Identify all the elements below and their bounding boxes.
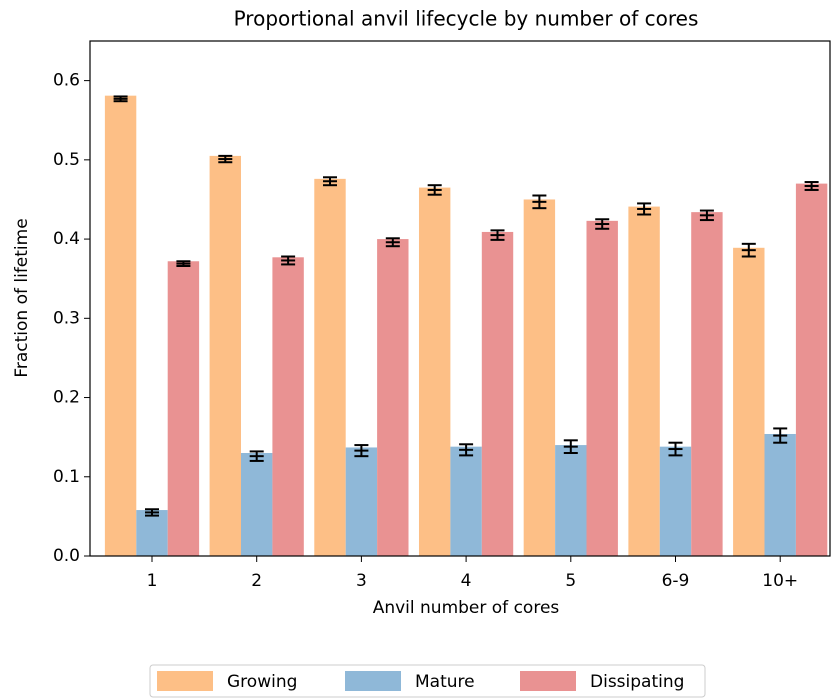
error-bar (563, 439, 578, 454)
bar (418, 187, 451, 557)
bar (136, 510, 168, 556)
chart-title: Proportional anvil lifecycle by number o… (234, 7, 699, 31)
error-bar (385, 237, 400, 248)
error-bar (459, 443, 474, 457)
error-bar (490, 229, 505, 241)
y-tick-label: 0.4 (53, 229, 80, 249)
error-bar (595, 218, 610, 230)
bar (104, 95, 137, 557)
bar (209, 155, 241, 556)
error-bar (176, 260, 191, 268)
x-axis-label: Anvil number of cores (373, 598, 560, 618)
error-bar (741, 242, 756, 258)
error-bar (322, 176, 337, 187)
bar (345, 447, 378, 556)
bar (272, 257, 304, 556)
error-bar (532, 194, 547, 210)
y-tick-label: 0.3 (53, 308, 80, 328)
y-tick-label: 0.0 (53, 546, 80, 566)
x-tick-label: 6-9 (662, 571, 690, 591)
y-tick-label: 0.1 (53, 467, 80, 487)
bar (523, 199, 556, 556)
legend-swatch (345, 671, 401, 691)
y-axis-label: Fraction of lifetime (12, 218, 32, 377)
legend-label: Mature (415, 672, 475, 692)
bar (733, 247, 765, 557)
error-bar (668, 441, 683, 457)
y-tick-label: 0.2 (53, 388, 80, 408)
error-bar (354, 444, 369, 458)
plot-frame (89, 40, 831, 557)
legend-label: Growing (227, 672, 297, 692)
y-tick-label: 0.6 (53, 71, 80, 91)
bar (628, 206, 660, 557)
bar (167, 261, 200, 556)
error-bar (218, 154, 233, 164)
legend-swatch (157, 671, 213, 691)
error-bar (773, 427, 788, 444)
bar (586, 220, 618, 556)
legend-swatch (520, 671, 576, 691)
bar (481, 231, 514, 556)
y-tick-label: 0.5 (53, 150, 80, 170)
bar (450, 446, 482, 556)
x-tick-label: 10+ (762, 571, 798, 591)
x-tick-label: 4 (461, 571, 472, 591)
x-tick-label: 1 (147, 571, 158, 591)
bar (377, 239, 409, 557)
bar (691, 212, 723, 556)
bar (314, 178, 346, 556)
bar (659, 446, 692, 556)
x-tick-label: 2 (251, 571, 262, 591)
error-bar (427, 184, 442, 196)
error-bar (145, 508, 159, 517)
legend-label: Dissipating (590, 672, 684, 692)
bar (764, 433, 796, 556)
error-bar (699, 209, 714, 222)
bar (555, 445, 587, 556)
bar (240, 453, 273, 556)
error-bar (281, 255, 296, 266)
x-tick-label: 3 (356, 571, 367, 591)
error-bar (804, 181, 819, 191)
error-bar (113, 95, 128, 103)
error-bar (637, 202, 652, 216)
x-tick-label: 5 (565, 571, 576, 591)
bar (795, 183, 828, 556)
error-bar (249, 450, 264, 462)
